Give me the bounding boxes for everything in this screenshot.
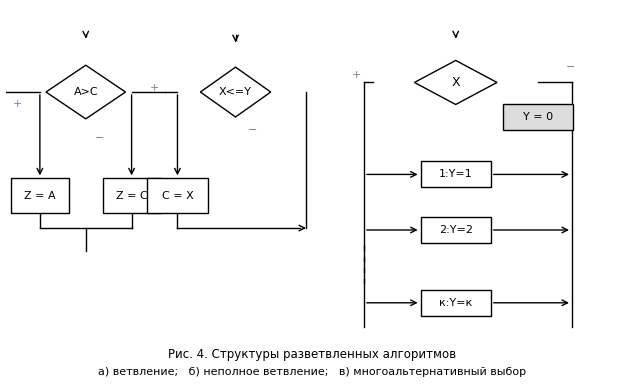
Text: X<=Y: X<=Y bbox=[219, 87, 252, 97]
Text: Рис. 4. Структуры разветвленных алгоритмов: Рис. 4. Структуры разветвленных алгоритм… bbox=[168, 348, 456, 361]
Text: C = X: C = X bbox=[162, 190, 193, 201]
Polygon shape bbox=[414, 61, 497, 104]
Text: +: + bbox=[352, 70, 361, 80]
Text: X: X bbox=[451, 76, 460, 89]
Text: +: + bbox=[12, 99, 22, 109]
Text: 2:Y=2: 2:Y=2 bbox=[439, 225, 473, 235]
Text: а) ветвление;   б) неполное ветвление;   в) многоальтернативный выбор: а) ветвление; б) неполное ветвление; в) … bbox=[98, 367, 526, 377]
Bar bbox=[147, 178, 208, 213]
Bar bbox=[421, 161, 491, 187]
Bar bbox=[421, 290, 491, 316]
Text: −: − bbox=[566, 62, 575, 72]
Polygon shape bbox=[46, 65, 125, 119]
Bar bbox=[421, 217, 491, 243]
Text: +: + bbox=[150, 83, 159, 93]
Text: −: − bbox=[95, 133, 104, 143]
Bar bbox=[102, 178, 160, 213]
Bar bbox=[11, 178, 69, 213]
Text: Y = 0: Y = 0 bbox=[523, 112, 553, 122]
Bar bbox=[503, 104, 573, 130]
Text: −: − bbox=[248, 126, 257, 135]
Polygon shape bbox=[200, 67, 271, 117]
Text: Z = A: Z = A bbox=[24, 190, 56, 201]
Text: A>C: A>C bbox=[74, 87, 98, 97]
Text: Z = C: Z = C bbox=[115, 190, 147, 201]
Text: 1:Y=1: 1:Y=1 bbox=[439, 169, 472, 179]
Text: к:Y=к: к:Y=к bbox=[439, 298, 472, 308]
